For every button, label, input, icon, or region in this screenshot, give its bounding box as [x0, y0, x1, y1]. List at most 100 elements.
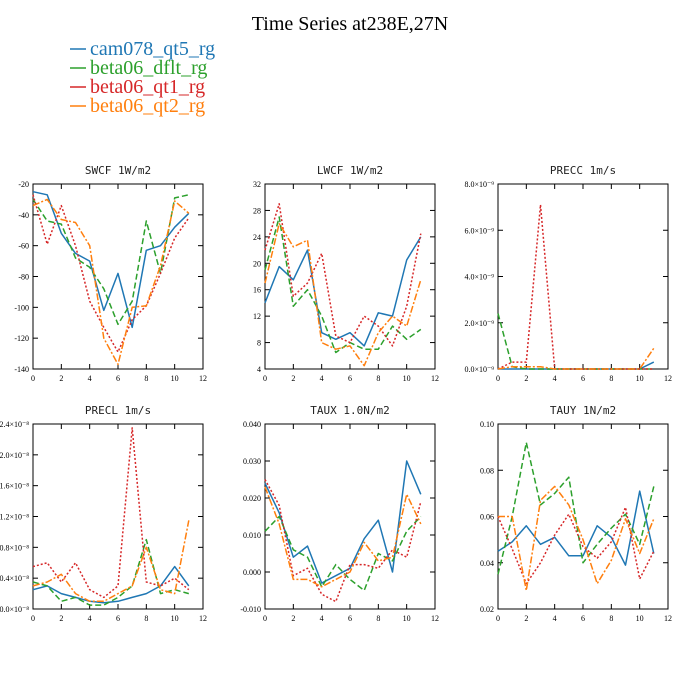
y-tick-label: -80 — [18, 273, 29, 282]
chart-panel-4: PRECL 1m/s 0 2 4 6 8 10 12 0.0×10⁻⁸ 0.4×10⁻⁸ 0.8×1… — [0, 404, 207, 623]
y-tick-label: -0.010 — [240, 605, 261, 614]
y-tick-label: 2.0×10⁻⁸ — [0, 451, 29, 460]
chart-title: TAUX 1.0N/m2 — [310, 404, 389, 417]
x-tick-label: 6 — [116, 374, 120, 383]
chart-title: PRECC 1m/s — [550, 164, 616, 177]
plot-frame — [264, 423, 436, 610]
panels: SWCF 1W/m20 2 4 6 8 10 12-140-120-100-80-60-40… — [0, 164, 672, 623]
legend: cam078_qt5_rgbeta06_dflt_rgbeta06_qt1_rg… — [70, 38, 215, 117]
series-line-cam078_qt5_rg — [264, 236, 422, 347]
x-tick-label: 4 — [88, 374, 92, 383]
legend-label-beta06_qt2_rg: beta06_qt2_rg — [90, 95, 205, 117]
y-tick-label: 24 — [253, 233, 261, 242]
series-line-beta06_dflt_rg — [32, 538, 189, 606]
series-line-beta06_dflt_rg — [264, 515, 422, 592]
series-line-beta06_qt2_rg — [32, 198, 190, 366]
series-line-beta06_dflt_rg — [497, 313, 654, 370]
y-tick-label: 4 — [257, 365, 261, 374]
x-tick-label: 12 — [431, 374, 439, 383]
series-line-cam078_qt5_rg — [32, 190, 190, 329]
y-tick-label: -60 — [18, 242, 29, 251]
y-tick-label: 8.0×10⁻⁹ — [464, 180, 494, 189]
series-line-cam078_qt5_rg — [264, 460, 422, 584]
x-tick-label: 10 — [403, 374, 411, 383]
y-tick-label: 0.06 — [480, 513, 494, 522]
x-tick-label: 10 — [403, 614, 411, 623]
x-tick-label: 8 — [609, 374, 613, 383]
y-tick-label: 0.040 — [243, 420, 261, 429]
y-tick-label: 0.000 — [243, 568, 261, 577]
x-tick-label: 12 — [664, 374, 672, 383]
series-line-cam078_qt5_rg — [32, 565, 190, 604]
x-tick-label: 8 — [144, 614, 148, 623]
y-tick-label: 2.0×10⁻⁹ — [464, 319, 494, 328]
chart-title: LWCF 1W/m2 — [317, 164, 383, 177]
x-tick-label: 0 — [31, 614, 35, 623]
series-line-beta06_qt1_rg — [497, 204, 654, 370]
x-tick-label: 6 — [348, 374, 352, 383]
chart-panel-5: TAUX 1.0N/m2 0 2 4 6 8 10 12 -0.010 0.000 0.010 0.0… — [240, 404, 439, 623]
y-tick-label: 4.0×10⁻⁹ — [464, 273, 494, 282]
y-tick-label: 0.04 — [480, 559, 494, 568]
x-tick-label: 12 — [431, 614, 439, 623]
y-tick-label: -100 — [14, 303, 29, 312]
y-tick-label: 0.020 — [243, 494, 261, 503]
y-tick-label: 6.0×10⁻⁹ — [464, 226, 494, 235]
plot-frame — [497, 183, 669, 370]
y-tick-label: 20 — [253, 259, 261, 268]
x-tick-label: 6 — [348, 614, 352, 623]
x-tick-label: 6 — [116, 614, 120, 623]
y-tick-label: 0.010 — [243, 531, 261, 540]
chart-title: PRECL 1m/s — [85, 404, 151, 417]
x-tick-label: 0 — [496, 374, 500, 383]
x-tick-label: 10 — [171, 614, 179, 623]
x-tick-label: 4 — [320, 614, 324, 623]
x-tick-label: 12 — [199, 374, 207, 383]
y-tick-label: 0.0×10⁻⁹ — [464, 365, 494, 374]
x-tick-label: 2 — [524, 614, 528, 623]
y-tick-label: -120 — [14, 334, 29, 343]
y-tick-label: 32 — [253, 180, 261, 189]
x-tick-label: 2 — [291, 614, 295, 623]
x-tick-label: 0 — [263, 614, 267, 623]
series-line-beta06_qt2_rg — [497, 347, 655, 370]
x-tick-label: 2 — [524, 374, 528, 383]
y-tick-label: 8 — [257, 339, 261, 348]
x-tick-label: 2 — [291, 374, 295, 383]
chart-panel-3: PRECC 1m/s 0 2 4 6 8 10 12 0.0×10⁻⁹ 2.0×10⁻⁹ 4.0×1… — [464, 164, 672, 383]
y-tick-label: 0.02 — [480, 605, 494, 614]
x-tick-label: 8 — [376, 374, 380, 383]
y-tick-label: -40 — [18, 211, 29, 220]
series-line-beta06_qt1_rg — [32, 194, 190, 353]
x-tick-label: 10 — [171, 374, 179, 383]
x-tick-label: 8 — [144, 374, 148, 383]
series-line-beta06_dflt_rg — [497, 441, 655, 575]
y-tick-label: 12 — [253, 312, 261, 321]
y-tick-label: 0.08 — [480, 466, 494, 475]
series-line-beta06_qt2_rg — [264, 486, 422, 588]
y-tick-label: 16 — [253, 286, 261, 295]
chart-title: TAUY 1N/m2 — [550, 404, 616, 417]
y-tick-label: 1.2×10⁻⁸ — [0, 513, 29, 522]
y-tick-label: 0.4×10⁻⁸ — [0, 574, 29, 583]
series-line-beta06_qt2_rg — [32, 520, 190, 603]
series-line-beta06_dflt_rg — [32, 194, 189, 326]
y-tick-label: -20 — [18, 180, 29, 189]
x-tick-label: 4 — [320, 374, 324, 383]
x-tick-label: 12 — [199, 614, 207, 623]
series-line-beta06_qt2_rg — [264, 222, 422, 367]
x-tick-label: 6 — [581, 374, 585, 383]
x-tick-label: 4 — [88, 614, 92, 623]
legend-label-beta06_dflt_rg: beta06_dflt_rg — [90, 57, 207, 79]
series-line-cam078_qt5_rg — [497, 490, 655, 566]
x-tick-label: 6 — [581, 614, 585, 623]
x-tick-label: 12 — [664, 614, 672, 623]
y-tick-label: 0.0×10⁻⁸ — [0, 605, 29, 614]
y-tick-label: 28 — [253, 206, 261, 215]
x-tick-label: 10 — [636, 374, 644, 383]
x-tick-label: 10 — [636, 614, 644, 623]
x-tick-label: 4 — [553, 614, 557, 623]
x-tick-label: 0 — [31, 374, 35, 383]
chart-title: SWCF 1W/m2 — [85, 164, 151, 177]
